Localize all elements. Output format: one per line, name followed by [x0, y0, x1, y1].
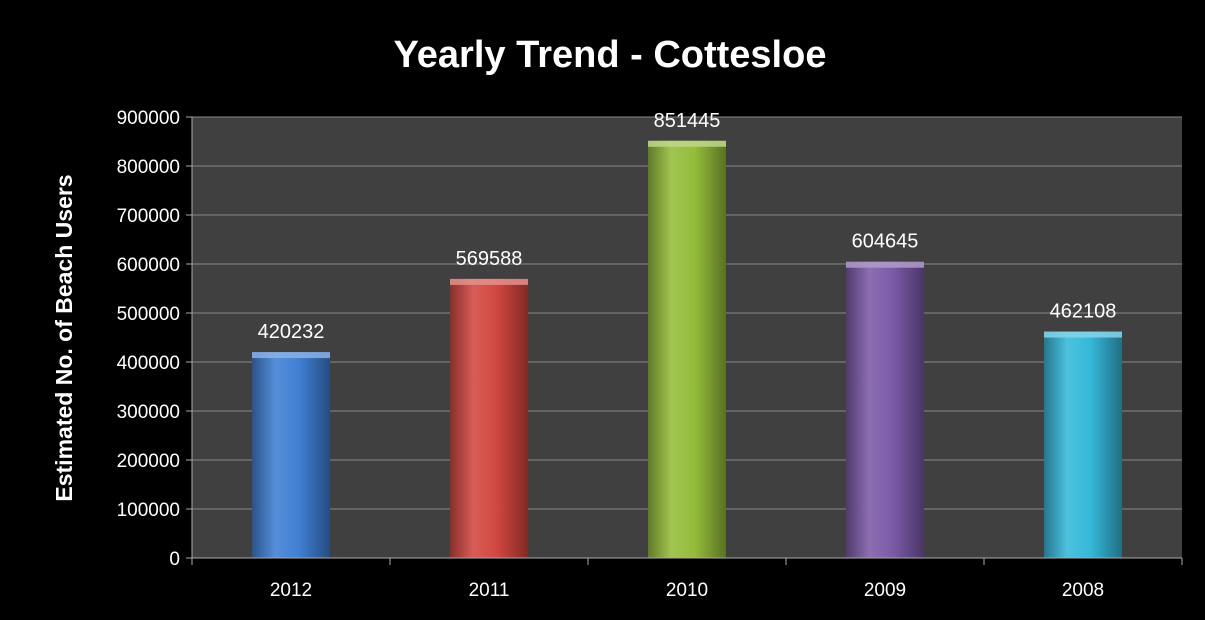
bar-2010 — [648, 140, 726, 559]
data-label: 569588 — [456, 248, 523, 270]
y-tick-label: 100000 — [117, 500, 180, 521]
bar-top-bevel — [846, 261, 924, 268]
y-tick-label: 400000 — [117, 353, 180, 374]
bar-top-bevel — [1044, 331, 1122, 338]
x-tick-label: 2010 — [666, 580, 708, 601]
x-tick-label: 2011 — [469, 580, 510, 601]
y-axis-label: Estimated No. of Beach Users — [51, 174, 77, 501]
y-tick-labels: 0 100000 200000 300000 400000 500000 600000 700… — [117, 108, 180, 570]
bars — [252, 140, 1122, 559]
y-tick-label: 800000 — [117, 157, 180, 178]
data-label: 604645 — [852, 231, 919, 253]
bar-2008 — [1044, 331, 1122, 558]
data-label: 462108 — [1050, 301, 1117, 323]
y-tick-label: 300000 — [117, 402, 180, 423]
data-label: 420232 — [258, 321, 325, 343]
y-tick-label: 600000 — [117, 255, 180, 276]
bar-top-bevel — [252, 352, 330, 359]
data-label: 851445 — [654, 110, 721, 132]
x-tick-labels: 2012 2011 2010 2009 2008 — [270, 580, 1104, 601]
bar-top-bevel — [648, 140, 726, 147]
bar-2011 — [450, 278, 528, 558]
y-tick-label: 0 — [169, 549, 180, 570]
y-tick-label: 700000 — [117, 206, 180, 227]
x-tick-label: 2009 — [864, 580, 906, 601]
x-tick-label: 2012 — [270, 580, 312, 601]
x-tick-label: 2008 — [1062, 580, 1104, 601]
chart-title: Yearly Trend - Cottesloe — [394, 34, 827, 76]
axes — [186, 116, 1183, 565]
y-tick-label: 500000 — [117, 304, 180, 325]
y-tick-label: 900000 — [117, 108, 180, 129]
data-labels: 420232 569588 851445 604645 462108 — [258, 110, 1117, 343]
bar-2012 — [252, 352, 330, 558]
bar-top-bevel — [450, 278, 528, 285]
bar-2009 — [846, 261, 924, 558]
y-tick-label: 200000 — [117, 451, 180, 472]
